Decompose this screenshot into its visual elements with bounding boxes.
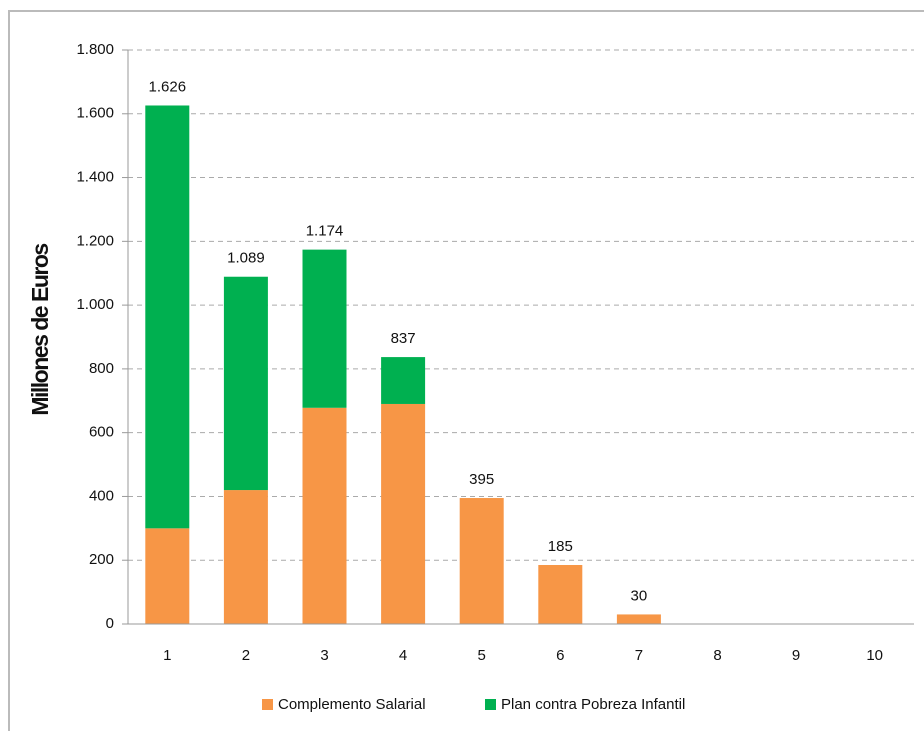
y-tick-label: 1.600	[76, 105, 114, 122]
bar-segment	[302, 249, 347, 408]
y-tick-label: 0	[106, 615, 114, 632]
total-label: 1.174	[306, 223, 344, 240]
y-axis-label: Millones de Euros	[27, 244, 53, 416]
legend-label: Complemento Salarial	[278, 696, 426, 713]
x-tick-label: 7	[635, 647, 643, 664]
legend-swatch	[262, 699, 273, 710]
bar-segment	[538, 565, 583, 624]
bar-segment	[381, 357, 426, 404]
x-tick-label: 4	[399, 647, 407, 664]
y-tick-label: 600	[89, 424, 114, 441]
bar-segment	[145, 105, 190, 529]
y-tick-label: 1.800	[76, 41, 114, 58]
total-label: 1.089	[227, 250, 265, 267]
bar-segment	[223, 276, 268, 491]
y-tick-label: 1.000	[76, 296, 114, 313]
total-label: 837	[391, 330, 416, 347]
x-tick-label: 9	[792, 647, 800, 664]
total-label: 395	[469, 471, 494, 488]
y-tick-label: 200	[89, 551, 114, 568]
total-label: 185	[548, 538, 573, 555]
bar-segment	[381, 403, 426, 624]
y-tick-label: 1.200	[76, 232, 114, 249]
bar-segment	[459, 498, 504, 624]
bar-segment	[145, 528, 190, 624]
total-label: 30	[631, 587, 648, 604]
x-tick-label: 3	[320, 647, 328, 664]
bar-segment	[223, 490, 268, 624]
x-tick-label: 10	[866, 647, 883, 664]
bar-segment	[302, 407, 347, 624]
x-tick-label: 8	[713, 647, 721, 664]
legend-swatch	[485, 699, 496, 710]
x-tick-label: 1	[163, 647, 171, 664]
legend-label: Plan contra Pobreza Infantil	[501, 696, 685, 713]
x-tick-label: 6	[556, 647, 564, 664]
y-tick-label: 1.400	[76, 169, 114, 186]
total-label: 1.626	[149, 78, 187, 95]
frame	[8, 10, 924, 731]
y-tick-label: 400	[89, 487, 114, 504]
y-tick-label: 800	[89, 360, 114, 377]
x-tick-label: 5	[478, 647, 486, 664]
x-tick-label: 2	[242, 647, 250, 664]
bar-segment	[616, 614, 661, 624]
